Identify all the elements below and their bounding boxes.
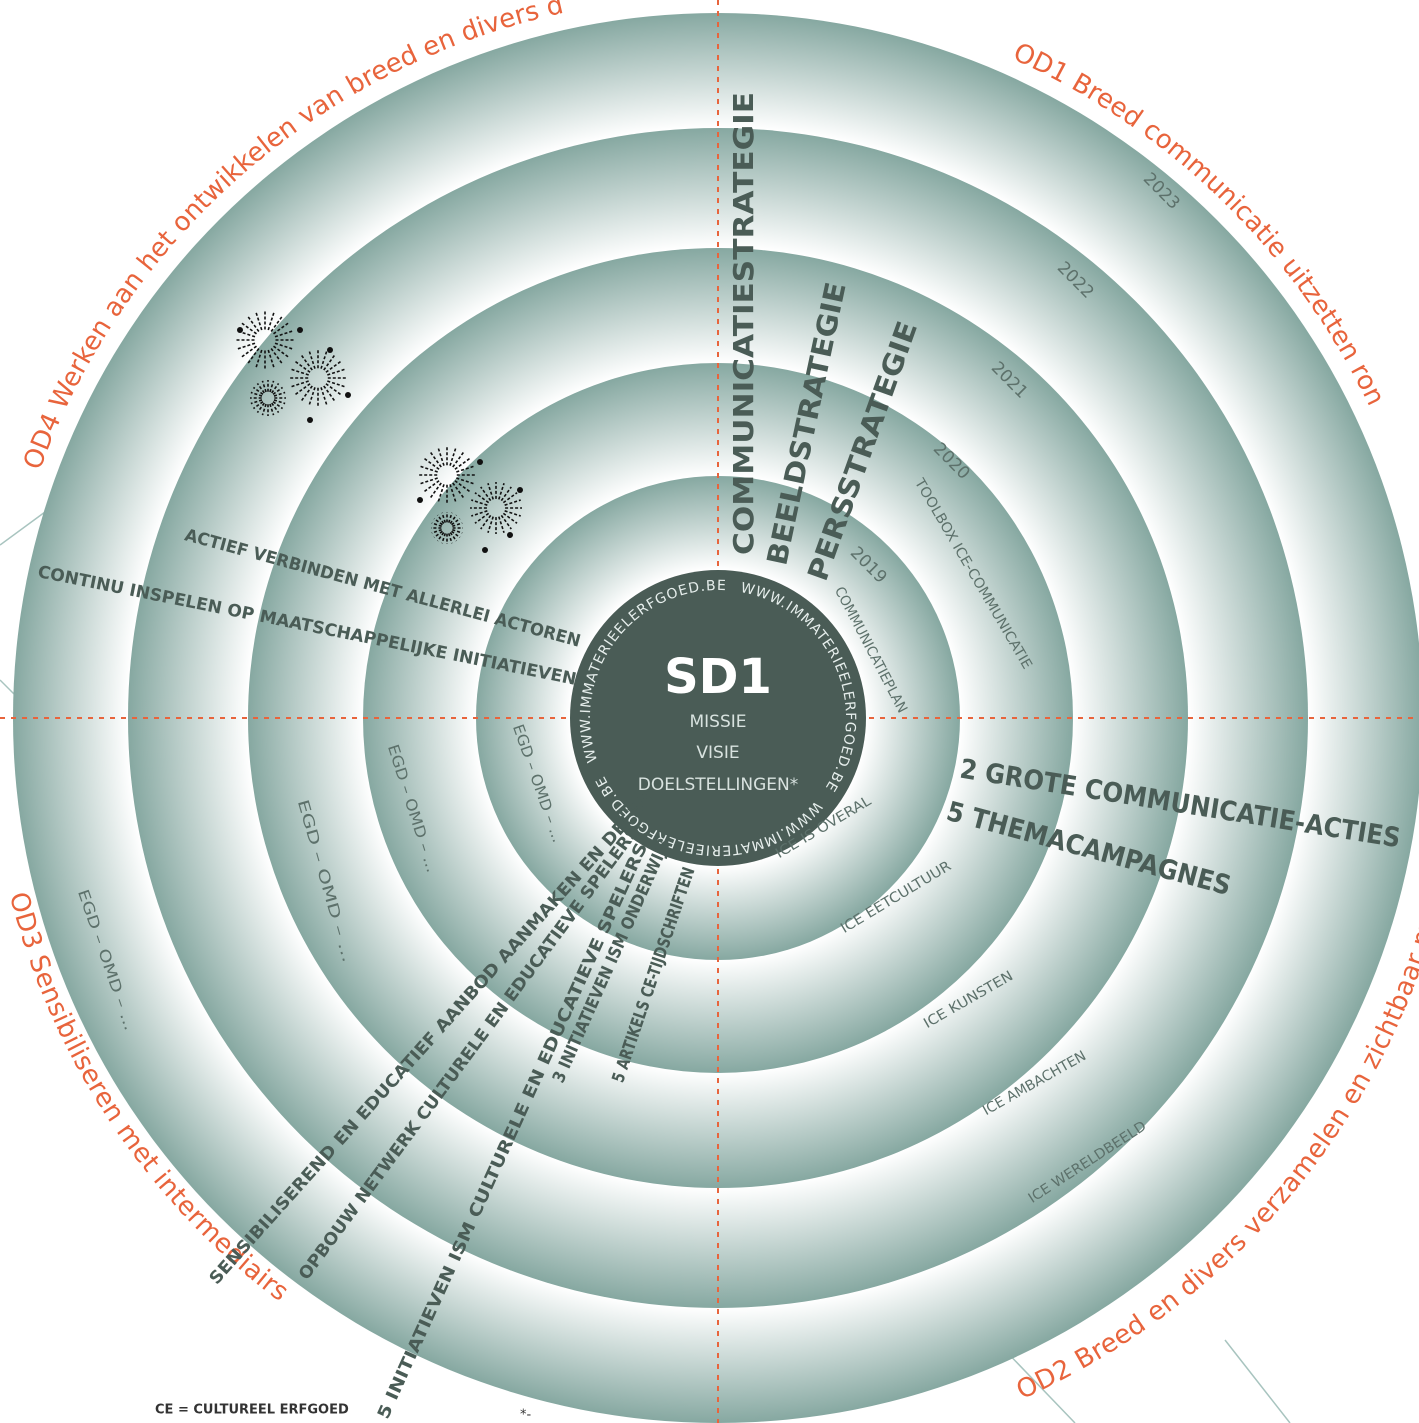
star	[417, 497, 423, 503]
center-line: MISSIE	[689, 712, 746, 732]
center-line: VISIE	[696, 743, 739, 763]
star	[297, 327, 303, 333]
center-title: SD1	[664, 649, 772, 705]
decor-line	[1225, 1340, 1290, 1423]
strategy: COMMUNICATIESTRATEGIE	[727, 92, 760, 555]
star	[507, 532, 513, 538]
star	[517, 487, 523, 493]
diagram: SD1 MISSIE VISIE DOELSTELLINGEN* OD4 Wer…	[0, 0, 1419, 1423]
star	[477, 459, 483, 465]
star	[327, 347, 333, 353]
center-line: DOELSTELLINGEN*	[638, 775, 798, 795]
star	[345, 392, 351, 398]
footnote: *-	[520, 1408, 532, 1423]
footnote: CE = CULTUREEL ERFGOED	[155, 1403, 349, 1418]
star	[237, 327, 243, 333]
star	[307, 417, 313, 423]
star	[482, 547, 488, 553]
